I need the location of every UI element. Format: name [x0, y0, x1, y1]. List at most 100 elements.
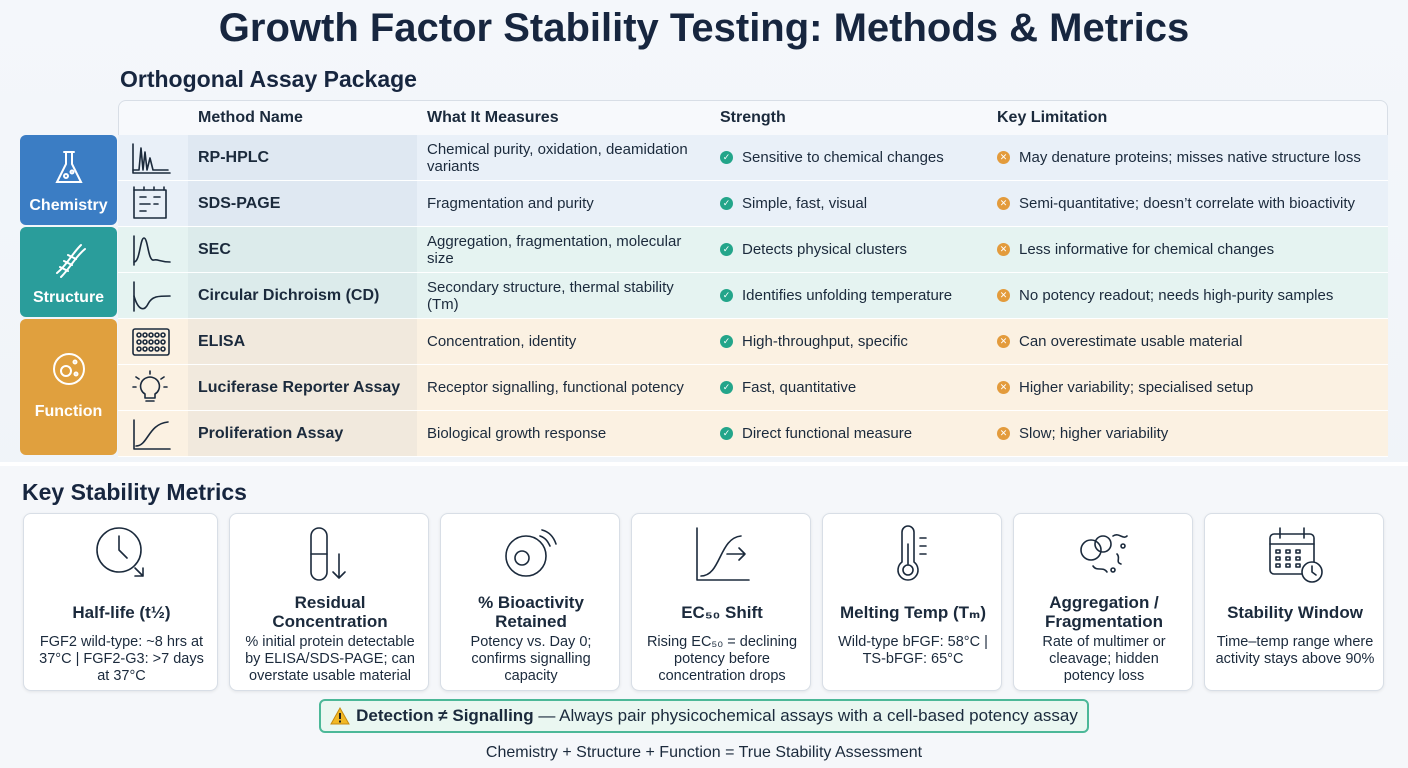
row-icon [130, 416, 176, 452]
table-cell: Luciferase Reporter Assay [188, 365, 417, 411]
metric-card: Stability Window Time–temp range where ac… [1204, 513, 1384, 691]
warning-icon [330, 707, 350, 725]
metric-icon [299, 524, 361, 586]
table-cell: Fragmentation and purity [417, 181, 710, 227]
group-label-text: Function [34, 403, 103, 420]
metric-title: Stability Window [1227, 602, 1363, 622]
cross-icon: ✕ [997, 151, 1010, 164]
row-icon [130, 186, 176, 222]
metric-icon-svg [310, 527, 346, 581]
cell-text: Chemical purity, oxidation, deamidation … [427, 140, 688, 175]
group-icon-svg [52, 353, 85, 385]
column-header: Key Limitation [997, 108, 1108, 126]
column-header: What It Measures [427, 108, 559, 126]
cell-text: Direct functional measure [742, 425, 913, 442]
metrics-title: Key Stability Metrics [22, 479, 247, 505]
group-label-text: Chemistry [29, 197, 108, 214]
group-label: Chemistry [20, 135, 117, 225]
cell-text: May denature proteins; misses native str… [1019, 149, 1361, 166]
metric-icon [1073, 524, 1135, 586]
check-icon: ✓ [720, 197, 733, 210]
metric-title-box: % Bioactivity Retained [447, 592, 615, 632]
section-title: Orthogonal Assay Package [120, 66, 417, 92]
table-cell: ✓ Identifies unfolding temperature [710, 273, 987, 319]
page-title: Growth Factor Stability Testing: Methods… [218, 6, 1190, 50]
table-cell: Chemical purity, oxidation, deamidation … [417, 135, 710, 181]
table-cell: Circular Dichroism (CD) [188, 273, 417, 319]
metric-text: Time–temp range where activity stays abo… [1215, 634, 1375, 667]
row-icon [130, 140, 176, 176]
cell-text: Detects physical clusters [742, 241, 908, 258]
group-band [118, 319, 1388, 457]
table-cell: ✓ High-throughput, specific [710, 319, 987, 365]
table-cell: ✓ Sensitive to chemical changes [710, 135, 987, 181]
cell-text: Semi-quantitative; doesn’t correlate wit… [1019, 195, 1355, 212]
row-icon [130, 278, 176, 314]
metric-icon [882, 524, 944, 586]
metric-text: Wild-type bFGF: 58°C | TS-bFGF: 65°C [838, 634, 988, 667]
table-cell: ✕ May denature proteins; misses native st… [987, 135, 1388, 181]
cell-text: Slow; higher variability [1019, 425, 1169, 442]
row-icon-svg [132, 370, 168, 402]
cell-text: High-throughput, specific [742, 333, 908, 350]
footer: Chemistry + Structure + Function = True … [485, 744, 923, 761]
callout-text: — Always pair physicochemical assays wit… [538, 706, 1078, 725]
check-icon: ✓ [720, 289, 733, 302]
cell-text: RP-HPLC [198, 149, 270, 166]
metric-title-box: Melting Temp (Tₘ) [829, 592, 997, 632]
table-cell: ✕ Can overestimate usable material [987, 319, 1388, 365]
cell-text: Fragmentation and purity [427, 195, 594, 212]
row-icon [130, 324, 176, 360]
row-icon-svg [133, 281, 171, 312]
metric-icon-svg [505, 529, 557, 577]
check-icon: ✓ [720, 243, 733, 256]
metric-card: % Bioactivity Retained Potency vs. Day 0;… [440, 513, 620, 691]
cell-text: Sensitive to chemical changes [742, 149, 944, 166]
metric-title-box: Half-life (t½) [30, 592, 213, 632]
metric-text: % initial protein detectable by ELISA/SD… [245, 634, 415, 684]
table-cell: ✓ Direct functional measure [710, 411, 987, 457]
cross-icon: ✕ [997, 335, 1010, 348]
metric-text: Rate of multimer or cleavage; hidden pot… [1042, 634, 1166, 684]
cell-text: Receptor signalling, functional potency [427, 379, 684, 396]
check-icon: ✓ [720, 151, 733, 164]
table-cell: Proliferation Assay [188, 411, 417, 457]
group-label-text: Structure [32, 289, 105, 306]
group-label: Structure [20, 227, 117, 317]
group-icon [50, 148, 88, 191]
check-icon: ✓ [720, 381, 733, 394]
table-cell: ELISA [188, 319, 417, 365]
metric-card: EC₅₀ Shift Rising EC₅₀ = declining potenc… [631, 513, 811, 691]
callout: Detection ≠ Signalling — Always pair phy… [319, 699, 1089, 733]
callout-bold: Detection ≠ Signalling [356, 706, 534, 725]
metric-icon-svg [1080, 534, 1128, 573]
metric-card: Residual Concentration% initial protein … [229, 513, 429, 691]
metric-card: Half-life (t½) FGF2 wild-type: ~8 hrs at … [23, 513, 218, 691]
metric-card: Melting Temp (Tₘ) Wild-type bFGF: 58°C | … [822, 513, 1002, 691]
cross-icon: ✕ [997, 381, 1010, 394]
metric-icon [1264, 524, 1326, 586]
column-header: Strength [720, 108, 786, 126]
cell-text: Biological growth response [427, 425, 607, 442]
metric-icon-svg [1269, 527, 1323, 583]
row-icon-svg [133, 186, 167, 219]
table-cell: ✕ Less informative for chemical changes [987, 227, 1388, 273]
table-cell: ✕ Higher variability; specialised setup [987, 365, 1388, 411]
metric-title: Aggregation / Fragmentation [1044, 593, 1164, 631]
cell-text: Circular Dichroism (CD) [198, 287, 380, 304]
group-band [118, 135, 1388, 227]
cell-text: Proliferation Assay [198, 425, 344, 442]
metric-icon [91, 524, 153, 586]
group-icon [50, 240, 88, 283]
cell-text: Less informative for chemical changes [1019, 241, 1275, 258]
table-cell: Concentration, identity [417, 319, 710, 365]
group-icon [50, 350, 88, 393]
cell-text: SDS-PAGE [198, 195, 281, 212]
group-icon-svg [54, 151, 83, 183]
row-icon-svg [132, 143, 171, 174]
table-cell: Secondary structure, thermal stability (… [417, 273, 710, 319]
table-cell: ✕ Slow; higher variability [987, 411, 1388, 457]
table-cell: SDS-PAGE [188, 181, 417, 227]
metric-icon [500, 524, 562, 586]
table-cell: RP-HPLC [188, 135, 417, 181]
